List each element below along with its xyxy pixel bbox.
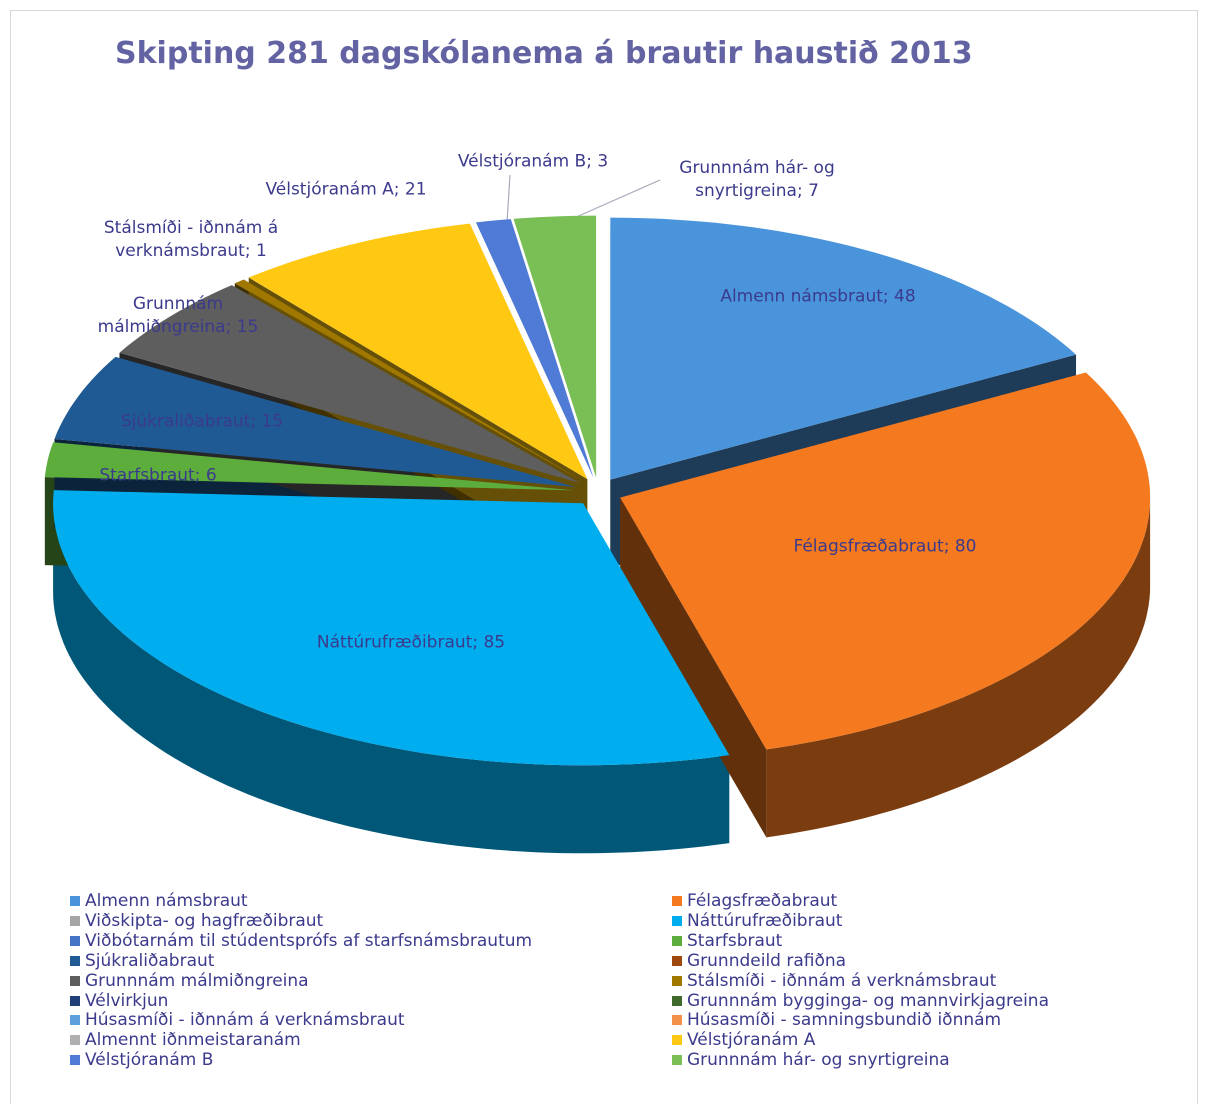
- slice-side: [53, 503, 730, 854]
- slice: [234, 279, 583, 482]
- legend-label: Grunndeild rafiðna: [687, 950, 847, 971]
- legend-label: Sjúkraliðabraut: [85, 950, 215, 971]
- legend-label: Félagsfræðabraut: [687, 891, 838, 911]
- legend-swatch: [672, 935, 682, 946]
- legend-swatch: [672, 975, 682, 986]
- legend-swatch: [70, 995, 80, 1006]
- data-label: Félagsfræðabraut; 80: [793, 536, 977, 557]
- legend-swatch: [672, 1055, 682, 1066]
- data-label: Sjúkraliðabraut; 15: [120, 411, 284, 432]
- slice: [620, 372, 1151, 750]
- chart-title: Skipting 281 dagskólanema á brautir haus…: [115, 36, 973, 71]
- legend-swatch: [70, 975, 80, 986]
- legend-label: Almennt iðnmeistaranám: [85, 1030, 301, 1051]
- legend-swatch: [70, 915, 80, 926]
- data-label: Stálsmíði - iðnnám á verknámsbraut; 1: [103, 218, 279, 261]
- legend-label: Starfsbraut: [687, 930, 783, 951]
- slice: [610, 217, 1076, 480]
- data-label: Starfsbraut; 6: [99, 465, 217, 486]
- slice: [475, 219, 594, 478]
- legend-swatch: [672, 1035, 682, 1046]
- data-label: Vélstjóranám A; 21: [265, 179, 427, 200]
- slice-side: [766, 497, 1151, 838]
- legend-label: Viðskipta- og hagfræðibraut: [85, 910, 324, 931]
- slice: [44, 442, 575, 491]
- legend-label: Grunnnám hár- og snyrtigreina: [687, 1050, 950, 1071]
- legend-label: Viðbótarnám til stúdentsprófs af starfsn…: [85, 930, 533, 951]
- legend-swatch: [672, 896, 682, 906]
- slice-cut: [620, 497, 767, 838]
- legend-swatch: [70, 896, 80, 906]
- slice: [248, 223, 588, 480]
- legend-label: Náttúrufræðibraut: [687, 910, 843, 931]
- slice: [54, 356, 576, 488]
- slice: [53, 490, 730, 766]
- legend-label: Almenn námsbraut: [85, 891, 248, 911]
- legend-label: Grunnnám málmiðngreina: [85, 970, 309, 991]
- legend-label: Vélstjóranám A: [687, 1030, 816, 1051]
- legend-label: Grunnnám bygginga- og mannvirkjagreina: [687, 990, 1049, 1011]
- chart-frame: [10, 10, 1198, 1104]
- legend-swatch: [70, 1055, 80, 1066]
- legend-swatch: [672, 1015, 682, 1026]
- legend-swatch: [70, 1035, 80, 1046]
- legend-label: Húsasmíði - samningsbundið iðnnám: [687, 1010, 1002, 1031]
- legend-swatch: [672, 995, 682, 1006]
- data-label: Grunnnám hár- og snyrtigreina; 7: [679, 158, 835, 201]
- data-label: Almenn námsbraut; 48: [720, 286, 916, 307]
- legend-label: Stálsmíði - iðnnám á verknámsbraut: [687, 970, 997, 991]
- legend-swatch: [672, 955, 682, 966]
- legend-swatch: [70, 935, 80, 946]
- legend-swatch: [70, 1015, 80, 1026]
- legend-swatch: [70, 955, 80, 966]
- data-label: Grunnnám málmiðngreina; 15: [97, 294, 259, 337]
- leader-line: [506, 174, 511, 223]
- legend-swatch: [672, 915, 682, 926]
- slice: [513, 215, 597, 478]
- leader-line: [564, 179, 661, 223]
- slice: [119, 285, 580, 483]
- data-label: Náttúrufræðibraut; 85: [316, 632, 506, 653]
- data-label: Vélstjóranám B; 3: [457, 151, 609, 172]
- legend-label: Húsasmíði - iðnnám á verknámsbraut: [85, 1010, 405, 1031]
- legend-label: Vélvirkjun: [85, 990, 169, 1011]
- legend-label: Vélstjóranám B: [85, 1050, 214, 1071]
